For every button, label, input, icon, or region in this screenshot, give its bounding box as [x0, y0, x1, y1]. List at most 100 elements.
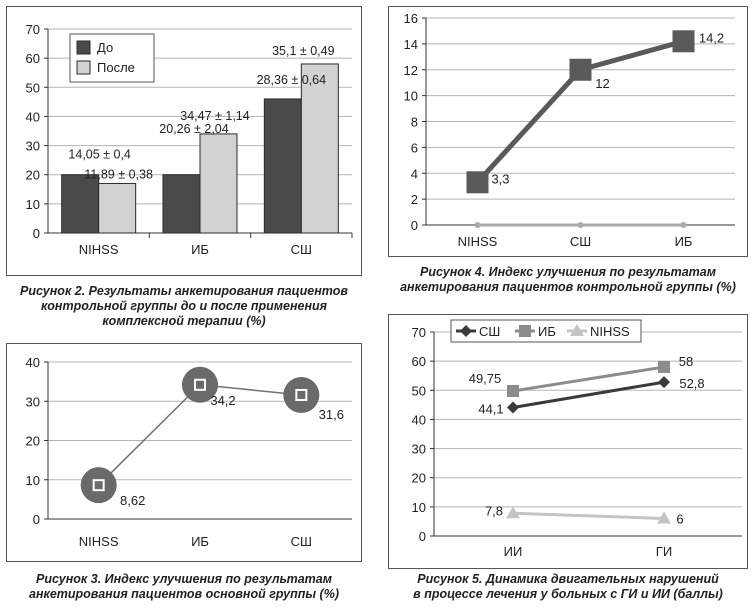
fig5-marker-triangle	[657, 511, 671, 524]
fig3-y-tick-label: 20	[26, 434, 40, 449]
fig3-frame	[6, 343, 362, 562]
fig2-y-tick-label: 70	[26, 22, 40, 37]
fig5-legend-box	[450, 319, 642, 343]
fig5-y-tick-label: 0	[419, 529, 426, 544]
fig2-data-label: 34,47 ± 1,14	[180, 109, 249, 123]
fig2-bar-До	[61, 174, 100, 234]
fig2-data-label: 20,26 ± 2,04	[159, 122, 228, 136]
fig2-x-tick-label: ИБ	[191, 242, 209, 257]
fig4-data-label: 3,3	[491, 171, 509, 186]
fig4-marker	[569, 58, 592, 81]
fig2-bar-После	[98, 182, 137, 234]
fig5-marker-square	[507, 385, 519, 398]
fig2-legend-swatch	[76, 60, 91, 75]
fig3-y-tick-label: 30	[26, 394, 40, 409]
fig2-data-label: 28,36 ± 0,64	[257, 73, 326, 87]
fig5-caption-line-1: Рисунок 5. Динамика двигательных нарушен…	[417, 572, 719, 586]
fig2-bar-После	[300, 63, 339, 234]
fig5-series-line-СШ	[512, 380, 665, 409]
fig5-marker-square	[519, 325, 531, 337]
fig5-data-label: 7,8	[485, 503, 503, 518]
fig5-marker-triangle	[506, 506, 520, 519]
fig5-legend-label: СШ	[479, 324, 500, 339]
fig2-data-label: 14,05 ± 0,4	[68, 148, 131, 162]
fig2-y-tick-label: 10	[26, 197, 40, 212]
fig4-y-tick-label: 16	[404, 11, 418, 26]
figure-4-line-chart: 0 2 4 6 8 10 12 14 16 NIHSS СШ ИБ 3,3 12 14,2	[404, 11, 735, 249]
fig3-data-label: 31,6	[319, 407, 344, 422]
fig5-y-tick-label: 20	[412, 471, 426, 486]
fig4-caption-line-2: анкетирования пациентов контрольной груп…	[400, 280, 736, 294]
fig5-marker-diamond	[658, 376, 670, 389]
fig2-x-tick-label: СШ	[291, 242, 312, 257]
figure-3-line-chart: 0 10 20 30 40 NIHSS ИБ СШ 8,62 34,2 31,6	[26, 355, 352, 549]
fig5-x-tick-label: ГИ	[656, 544, 672, 559]
fig2-caption-line-3: комплексной терапии (%)	[102, 314, 265, 328]
fig2-y-tick-label: 50	[26, 80, 40, 95]
fig5-data-label: 6	[676, 512, 683, 527]
fig5-legend-label: ИБ	[538, 324, 556, 339]
figure-5-line-chart: 0 10 20 30 40 50 60 70 ИИ ГИ 44,1 52,8 49,75 58 7,8 6 СШ…	[412, 319, 742, 559]
fig4-y-tick-label: 2	[411, 192, 418, 207]
fig5-caption-line-2: в процессе лечения у больных с ГИ и ИИ (…	[413, 587, 723, 601]
fig3-x-tick-label: СШ	[291, 534, 312, 549]
fig3-marker-inner	[194, 378, 206, 391]
fig4-x-tick-label: ИБ	[675, 234, 693, 249]
fig5-data-label: 44,1	[478, 401, 503, 416]
fig2-legend-swatch	[76, 40, 91, 55]
fig5-marker-diamond	[507, 401, 519, 414]
fig2-y-tick-label: 30	[26, 139, 40, 154]
fig3-data-label: 34,2	[210, 393, 235, 408]
fig2-legend-label: После	[97, 60, 135, 75]
fig2-y-tick-label: 60	[26, 51, 40, 66]
fig2-x-tick-label: NIHSS	[79, 242, 119, 257]
fig2-bar-До	[263, 98, 302, 234]
fig5-data-label: 52,8	[679, 376, 704, 391]
fig2-bar-После	[199, 133, 238, 234]
fig4-marker	[672, 30, 695, 53]
fig4-zero-marker	[680, 222, 687, 228]
fig2-caption-line-2: контрольной группы до и после применения	[41, 299, 328, 313]
fig5-x-tick-label: ИИ	[504, 544, 523, 559]
fig4-y-tick-label: 4	[411, 166, 418, 181]
fig4-x-tick-label: СШ	[570, 234, 591, 249]
fig4-y-tick-label: 8	[411, 115, 418, 130]
fig5-y-tick-label: 70	[412, 325, 426, 340]
fig3-data-label: 8,62	[120, 493, 145, 508]
fig3-caption-line-1: Рисунок 3. Индекс улучшения по результат…	[36, 572, 332, 586]
fig4-caption-line-1: Рисунок 4. Индекс улучшения по результат…	[420, 265, 716, 279]
fig2-y-tick-label: 0	[33, 226, 40, 241]
fig2-y-tick-label: 40	[26, 109, 40, 124]
fig2-caption-line-1: Рисунок 2. Результаты анкетирования паци…	[20, 284, 348, 298]
fig4-data-label: 12	[595, 76, 609, 91]
fig5-y-tick-label: 10	[412, 500, 426, 515]
fig5-marker-diamond	[460, 325, 472, 337]
fig2-frame	[6, 6, 362, 276]
fig4-y-tick-label: 0	[411, 218, 418, 233]
fig5-y-tick-label: 60	[412, 354, 426, 369]
fig3-y-tick-label: 0	[33, 512, 40, 527]
fig4-zero-marker	[577, 222, 584, 228]
fig4-zero-marker	[474, 222, 481, 228]
fig4-y-tick-label: 10	[404, 89, 418, 104]
fig2-legend-label: До	[97, 40, 113, 55]
fig2-bar-До	[162, 174, 201, 234]
fig3-marker-inner	[295, 388, 308, 401]
fig4-x-tick-label: NIHSS	[458, 234, 498, 249]
fig5-marker-square	[658, 360, 670, 373]
fig4-y-tick-label: 12	[404, 63, 418, 78]
fig5-series-line-ИБ	[512, 365, 665, 393]
fig5-data-label: 58	[679, 354, 693, 369]
fig2-data-label: 11,89 ± 0,38	[84, 167, 153, 181]
fig4-frame	[388, 6, 748, 257]
fig4-y-tick-label: 6	[411, 140, 418, 155]
fig5-series-line-NIHSS	[512, 511, 665, 521]
fig3-x-tick-label: ИБ	[191, 534, 209, 549]
fig5-y-tick-label: 40	[412, 412, 426, 427]
fig5-y-tick-label: 30	[412, 442, 426, 457]
fig3-y-tick-label: 10	[26, 473, 40, 488]
fig2-data-label: 35,1 ± 0,49	[272, 44, 335, 58]
fig5-data-label: 49,75	[469, 371, 502, 386]
fig3-x-tick-label: NIHSS	[79, 534, 119, 549]
